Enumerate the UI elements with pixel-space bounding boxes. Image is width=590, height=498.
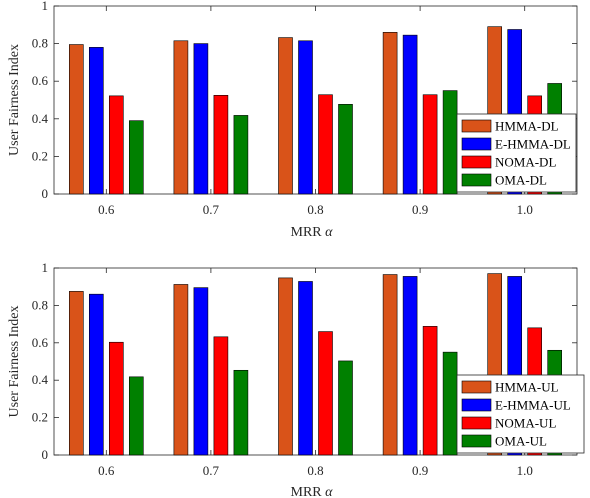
legend-label-e-hmma-ul: E-HMMA-UL bbox=[495, 398, 571, 413]
y-tick-label: 0.8 bbox=[32, 36, 48, 51]
bar-e-hmma-ul-0.9 bbox=[402, 276, 418, 456]
legend-label-hmma-dl: HMMA-DL bbox=[495, 119, 559, 134]
y-tick-label: 0.4 bbox=[32, 111, 49, 126]
x-tick-label: 0.8 bbox=[307, 202, 323, 217]
y-tick-label: 1 bbox=[42, 260, 49, 275]
bar-hmma-ul-0.6 bbox=[69, 291, 84, 456]
bar-oma-ul-0.6 bbox=[129, 376, 144, 456]
legend: HMMA-DL E-HMMA-DL NOMA-DL OMA-DL bbox=[456, 113, 577, 193]
bar-noma-ul-0.6 bbox=[109, 341, 124, 456]
y-tick-label: 0.4 bbox=[32, 372, 49, 387]
legend-label-oma-dl: OMA-DL bbox=[495, 173, 547, 188]
x-tick-label: 1.0 bbox=[517, 202, 533, 217]
bar-hmma-dl-0.9 bbox=[382, 32, 398, 195]
legend-swatch-noma-ul bbox=[461, 416, 492, 430]
legend-label-oma-ul: OMA-UL bbox=[495, 434, 547, 449]
bar-oma-dl-0.7 bbox=[233, 115, 249, 195]
bar-oma-ul-0.9 bbox=[442, 351, 458, 456]
legend-swatch-noma-dl bbox=[461, 155, 492, 169]
x-tick-label: 1.0 bbox=[517, 463, 533, 478]
y-tick-label: 0.8 bbox=[32, 297, 48, 312]
legend-swatch-e-hmma-dl bbox=[461, 137, 492, 151]
bar-hmma-dl-0.7 bbox=[173, 40, 189, 195]
legend-swatch-hmma-dl bbox=[461, 119, 492, 133]
y-tick-label: 0.2 bbox=[32, 410, 48, 425]
legend-label-e-hmma-dl: E-HMMA-DL bbox=[495, 137, 571, 152]
bar-noma-ul-0.9 bbox=[422, 326, 438, 456]
x-tick-label: 0.7 bbox=[203, 463, 220, 478]
legend-swatch-oma-ul bbox=[461, 434, 492, 448]
bar-hmma-ul-0.9 bbox=[382, 274, 398, 456]
bar-oma-dl-0.8 bbox=[338, 104, 353, 195]
y-tick-label: 1 bbox=[42, 0, 49, 13]
legend-swatch-e-hmma-ul bbox=[461, 398, 492, 412]
bar-e-hmma-dl-0.7 bbox=[193, 43, 209, 195]
x-tick-label: 0.7 bbox=[203, 202, 220, 217]
y-tick-label: 0 bbox=[42, 447, 49, 462]
y-tick-label: 0.6 bbox=[32, 335, 49, 350]
y-axis-label: User Fairness Index bbox=[7, 44, 22, 156]
bar-e-hmma-dl-0.8 bbox=[298, 40, 313, 195]
bar-oma-dl-0.6 bbox=[129, 120, 144, 195]
bar-oma-ul-0.8 bbox=[338, 360, 353, 456]
bar-hmma-dl-0.6 bbox=[69, 44, 84, 195]
bar-noma-dl-0.8 bbox=[318, 94, 333, 195]
legend-label-noma-ul: NOMA-UL bbox=[495, 416, 556, 431]
chart-1: 0 0.2 0.4 0.6 0.8 1 0.6 0.7 0.8 0.9 1.0 MRR α User F… bbox=[7, 0, 578, 240]
x-tick-label: 0.9 bbox=[412, 202, 428, 217]
bar-e-hmma-ul-0.6 bbox=[89, 293, 104, 456]
y-axis-label: User Fairness Index bbox=[7, 306, 22, 418]
bar-hmma-ul-0.8 bbox=[278, 277, 293, 456]
bar-noma-ul-0.7 bbox=[213, 336, 229, 456]
y-tick-label: 0.6 bbox=[32, 73, 49, 88]
y-tick-label: 0 bbox=[42, 186, 49, 201]
x-tick-label: 0.8 bbox=[307, 463, 323, 478]
x-tick-label: 0.6 bbox=[98, 463, 115, 478]
x-axis-label: MRR α bbox=[291, 225, 334, 240]
bar-noma-dl-0.9 bbox=[422, 94, 438, 195]
y-tick-label: 0.2 bbox=[32, 148, 48, 163]
bar-oma-ul-0.7 bbox=[233, 369, 249, 456]
legend-label-hmma-ul: HMMA-UL bbox=[495, 380, 559, 395]
bar-e-hmma-ul-0.8 bbox=[298, 281, 313, 456]
legend-swatch-oma-dl bbox=[461, 173, 492, 187]
legend: HMMA-UL E-HMMA-UL NOMA-UL OMA-UL bbox=[456, 374, 585, 454]
bar-oma-dl-0.9 bbox=[442, 90, 458, 195]
bar-e-hmma-ul-0.7 bbox=[193, 287, 209, 456]
legend-swatch-hmma-ul bbox=[461, 380, 492, 394]
bar-noma-dl-0.7 bbox=[213, 95, 229, 195]
x-tick-label: 0.9 bbox=[412, 463, 428, 478]
bar-hmma-ul-0.7 bbox=[173, 284, 189, 456]
legend-label-noma-dl: NOMA-DL bbox=[495, 155, 556, 170]
x-axis-label: MRR α bbox=[291, 485, 334, 498]
bar-hmma-dl-0.8 bbox=[278, 37, 293, 195]
bar-noma-dl-0.6 bbox=[109, 95, 124, 195]
bar-noma-ul-0.8 bbox=[318, 331, 333, 456]
chart-2: 0 0.2 0.4 0.6 0.8 1 0.6 0.7 0.8 0.9 1.0 MRR α User F… bbox=[7, 260, 585, 498]
bar-e-hmma-dl-0.6 bbox=[89, 47, 104, 195]
bar-e-hmma-dl-0.9 bbox=[402, 34, 418, 195]
x-tick-label: 0.6 bbox=[98, 202, 115, 217]
